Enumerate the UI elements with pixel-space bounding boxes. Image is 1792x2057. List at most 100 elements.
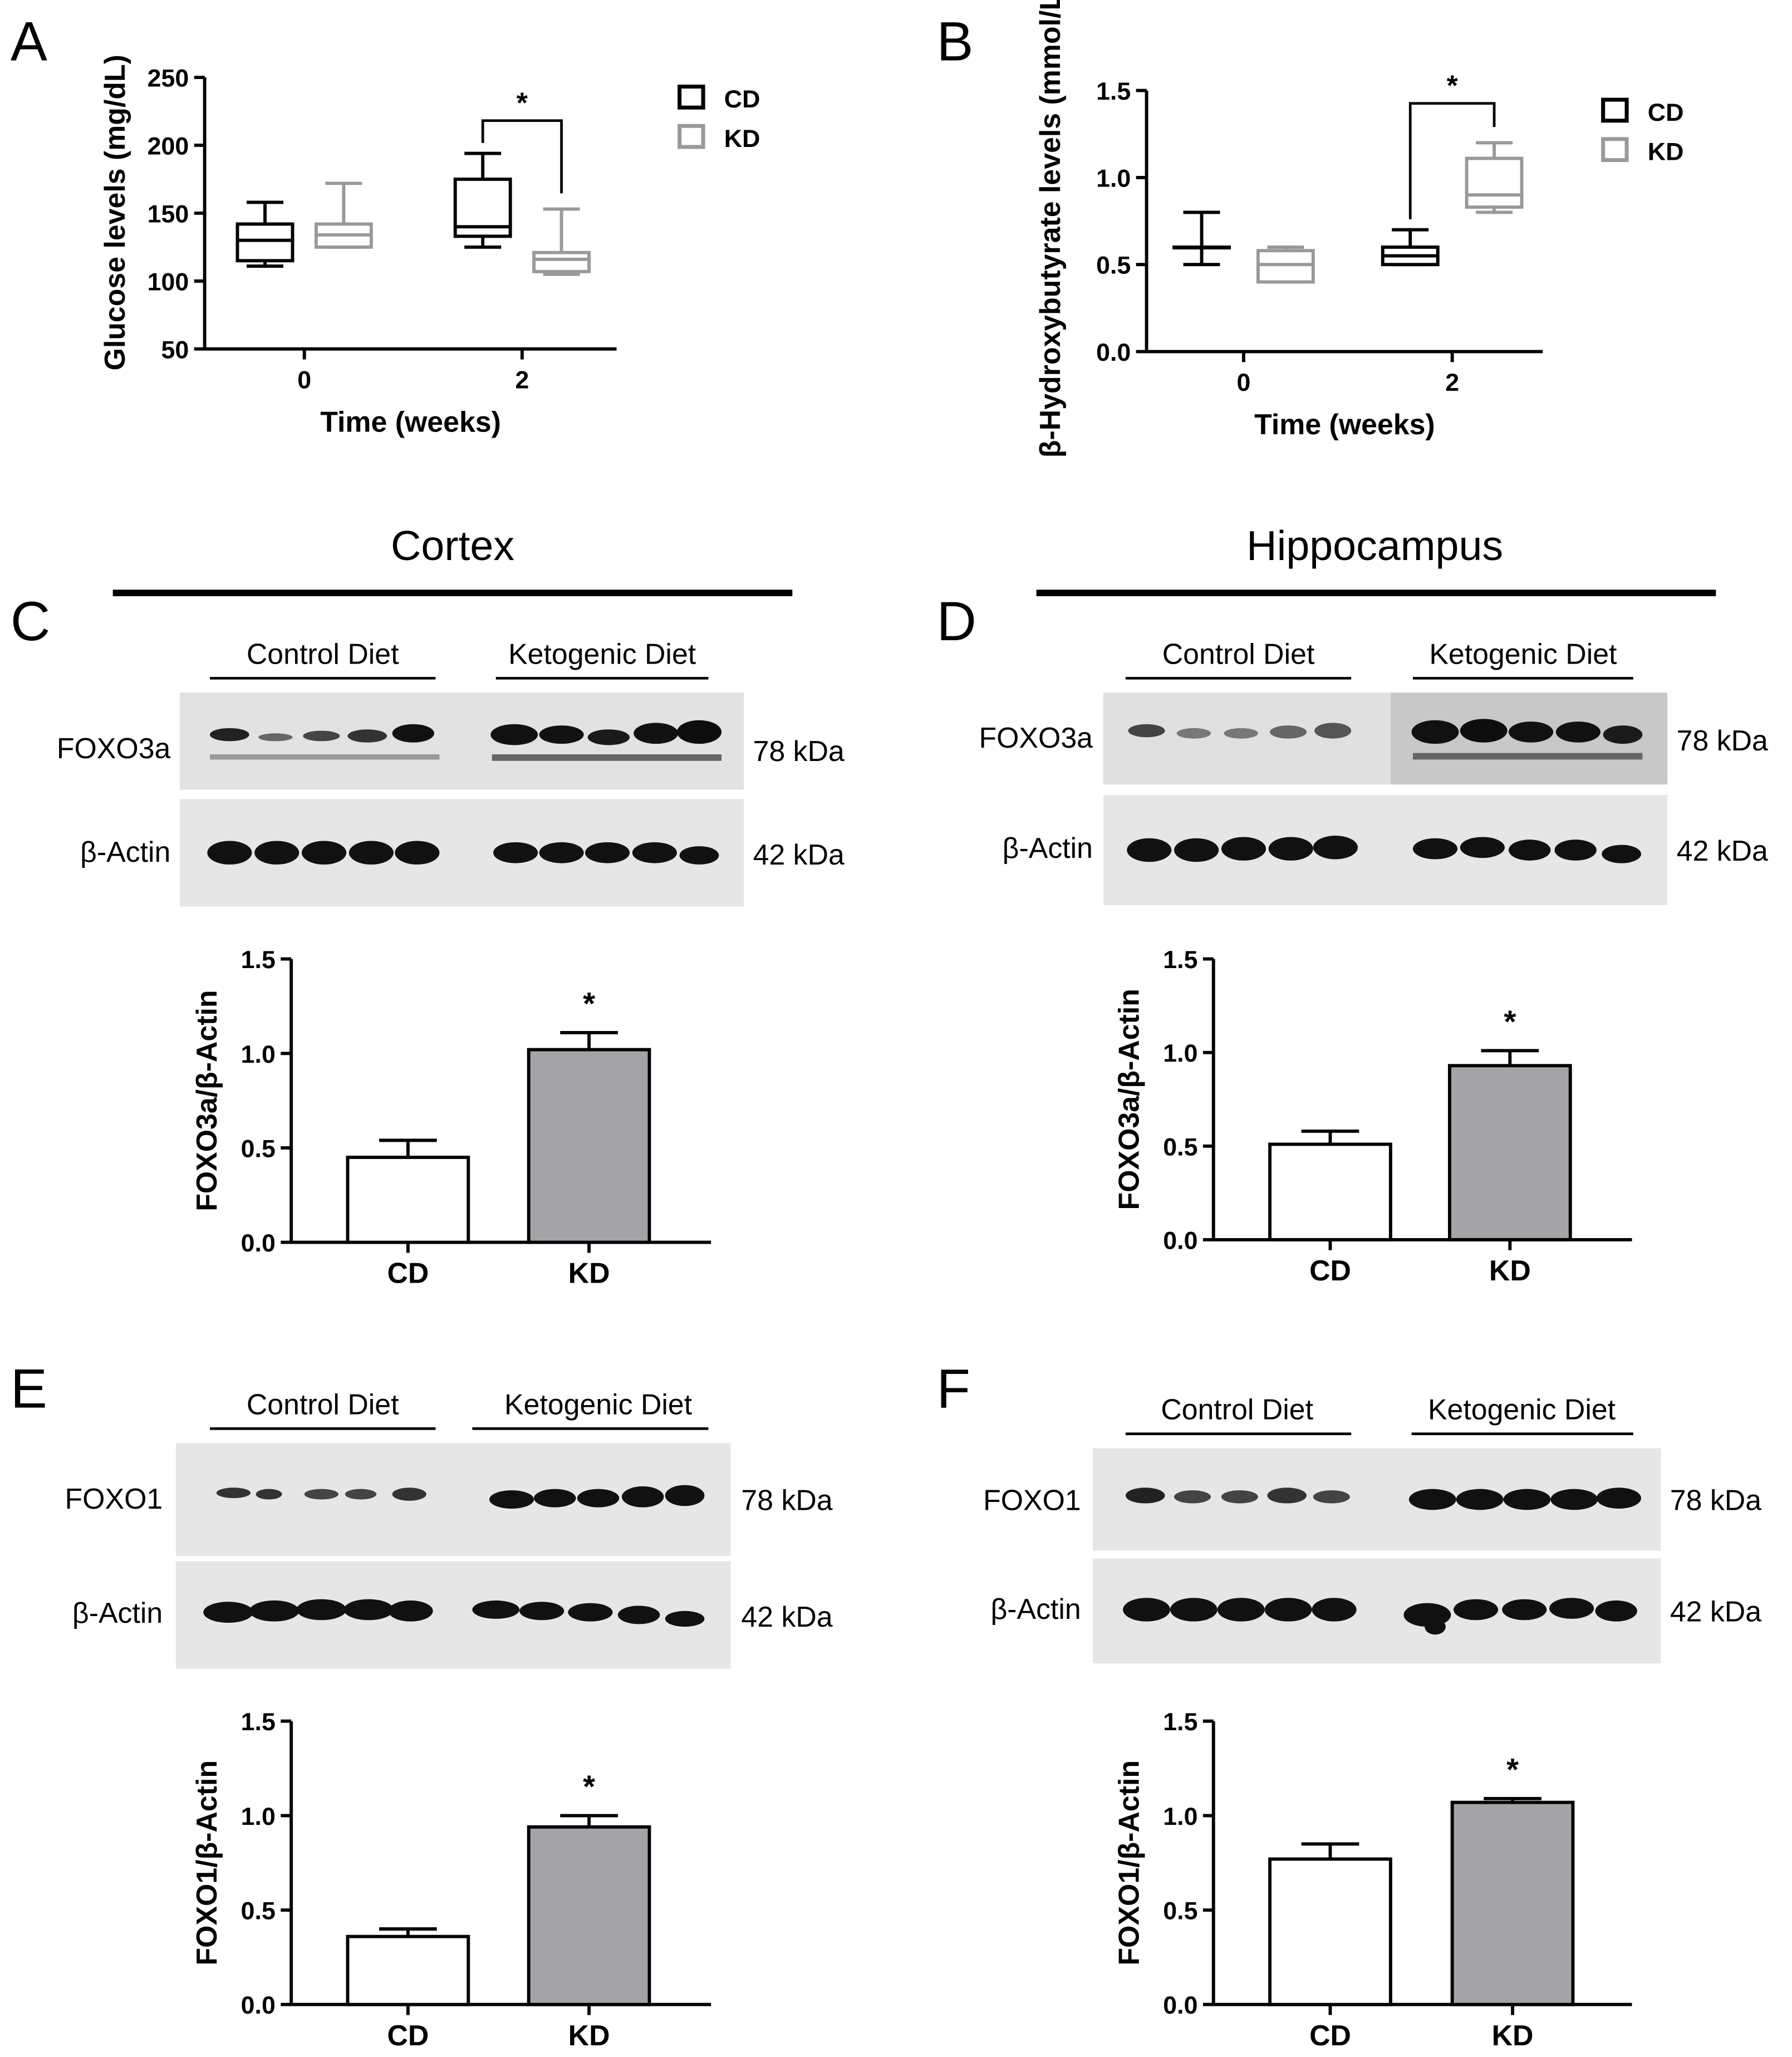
y-tick-label: 1.5 (241, 1708, 276, 1736)
y-tick-label: 1.0 (1163, 1039, 1197, 1067)
box-cd-0 (1172, 210, 1231, 267)
y-tick-label: 0.0 (1096, 338, 1131, 366)
legend-swatch (1601, 97, 1629, 123)
y-axis-label: FOXO1/β-Actin (190, 1760, 223, 1966)
legend-swatch (677, 124, 705, 149)
x-tick-label: CD (1309, 2019, 1351, 2051)
legend-swatch (677, 84, 705, 110)
significance-star: * (583, 986, 595, 1021)
y-tick-label: 200 (148, 132, 189, 160)
legend-label: CD (724, 85, 760, 113)
x-tick-label: 0 (297, 366, 311, 394)
control-diet-label: Control Diet (1161, 1393, 1313, 1426)
significance-star: * (1506, 1752, 1519, 1787)
mw-label-42: 42 kDa (1677, 834, 1768, 867)
significance-star: * (583, 1769, 595, 1804)
protein-label-foxo1: FOXO1 (65, 1482, 163, 1515)
y-tick-label: 1.0 (1163, 1803, 1197, 1830)
x-axis-label: Time (weeks) (1254, 408, 1435, 440)
significance-star: * (517, 87, 528, 119)
bands-actin (207, 841, 719, 865)
mw-label-42: 42 kDa (1670, 1595, 1761, 1628)
protein-label-foxo3a: FOXO3a (979, 721, 1093, 754)
legend-label: KD (724, 125, 760, 153)
chart-f: 0.0 0.5 1.0 1.5 FOXO1/β-Actin CD KD * (1112, 1708, 1632, 2051)
y-tick-label: 0.0 (241, 1991, 276, 2019)
bar-cd (346, 1155, 470, 1244)
chart-c: 0.0 0.5 1.0 1.5 FOXO3a/β-Actin CD KD * (190, 946, 711, 1289)
x-tick-label: CD (387, 1257, 429, 1289)
ketogenic-diet-label: Ketogenic Diet (504, 1388, 693, 1420)
box (1465, 156, 1524, 209)
x-tick-label: KD (568, 2019, 610, 2051)
panel-letter-e: E (11, 1358, 47, 1420)
mw-label-42: 42 kDa (741, 1601, 832, 1633)
box-kd-2 (1465, 141, 1524, 214)
y-axis-label: β-Hydroxybutyrate levels (mmol/L) (1034, 0, 1066, 458)
chart-b: 0.0 0.5 1.0 1.5 β-Hydroxybutyrate levels (mm… (1034, 0, 1683, 458)
box-kd-0 (1256, 246, 1315, 284)
mw-label-42: 42 kDa (753, 838, 845, 871)
charts-layer: 50 100 150 200 250 Glucose levels (mg/dL) 0 2 Ti… (99, 0, 1684, 2051)
x-tick-label: KD (1489, 1254, 1531, 1287)
blot-e: Control Diet Ketogenic Diet (65, 1388, 833, 1669)
y-tick-label: 50 (161, 336, 189, 364)
chart-e: 0.0 0.5 1.0 1.5 FOXO1/β-Actin CD KD * (190, 1708, 711, 2051)
y-tick-label: 1.5 (1163, 1708, 1197, 1736)
y-tick-label: 0.5 (1096, 252, 1131, 279)
control-diet-label: Control Diet (247, 637, 399, 670)
blot-d: Control Diet Ketogenic Diet (979, 637, 1768, 905)
protein-label-actin: β-Actin (80, 836, 170, 868)
y-tick-label: 0.0 (1163, 1991, 1197, 2019)
protein-label-foxo3a: FOXO3a (57, 732, 171, 764)
significance-star: * (1504, 1004, 1516, 1039)
bands-foxo1 (1125, 1487, 1641, 1510)
mw-label-78: 78 kDa (753, 735, 845, 767)
y-tick-label: 0.5 (1163, 1897, 1197, 1925)
y-tick-label: 250 (148, 65, 189, 92)
y-tick-label: 1.5 (1096, 77, 1131, 105)
significance-bracket (481, 119, 563, 194)
ketogenic-diet-label: Ketogenic Diet (1428, 1393, 1616, 1426)
bands-foxo3a (1128, 719, 1643, 760)
panel-letter-f: F (937, 1358, 970, 1420)
panel-letter-a: A (11, 10, 47, 72)
blot-f: Control Diet Ketogenic Diet (983, 1393, 1761, 1664)
y-tick-label: 150 (148, 200, 189, 228)
x-tick-label: 2 (515, 366, 529, 394)
bands-actin (203, 1599, 705, 1627)
panel-letter-c: C (11, 590, 50, 652)
y-tick-label: 0.0 (241, 1229, 276, 1257)
mw-label-78: 78 kDa (1677, 724, 1768, 757)
box-cd-0 (235, 200, 294, 268)
bar-kd (527, 1048, 651, 1244)
bar-cd (346, 1935, 470, 2006)
bar-kd (1450, 1800, 1575, 2006)
box-cd-2 (1381, 228, 1440, 267)
box-kd-2 (532, 207, 591, 276)
box (235, 222, 294, 263)
y-tick-label: 1.0 (1096, 164, 1131, 192)
x-tick-label: CD (387, 2019, 429, 2051)
x-axis-label: Time (weeks) (320, 405, 501, 438)
control-diet-label: Control Diet (1162, 637, 1315, 670)
legend-label: KD (1648, 138, 1684, 165)
legend-label: CD (1648, 99, 1684, 126)
significance-star: * (1447, 70, 1459, 102)
box-kd-0 (314, 181, 373, 249)
y-tick-label: 1.0 (241, 1040, 276, 1068)
y-tick-label: 1.0 (241, 1803, 276, 1830)
y-tick-label: 1.5 (1163, 946, 1197, 974)
blot-c: Control Diet Ketogenic Diet (57, 637, 845, 907)
bar-cd (1268, 1142, 1392, 1241)
ketogenic-diet-label: Ketogenic Diet (508, 637, 696, 670)
panel-letter-b: B (937, 10, 974, 72)
significance-bracket (1408, 102, 1496, 219)
ketogenic-diet-label: Ketogenic Diet (1429, 637, 1617, 670)
y-tick-label: 1.5 (241, 946, 276, 974)
protein-label-actin: β-Actin (72, 1597, 163, 1629)
bar-cd (1268, 1857, 1392, 2006)
x-tick-label: 0 (1237, 369, 1251, 396)
panel-letter-d: D (937, 590, 976, 652)
